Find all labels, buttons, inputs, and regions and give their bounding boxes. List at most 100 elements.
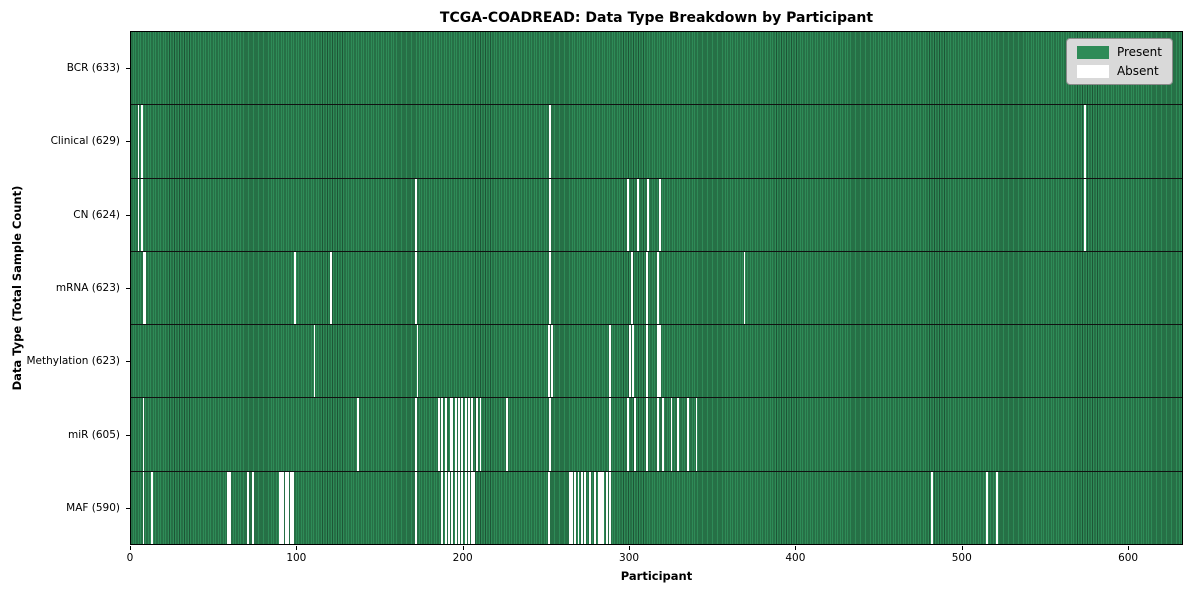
absent-stripe xyxy=(637,178,640,251)
chart-title: TCGA-COADREAD: Data Type Breakdown by Pa… xyxy=(439,10,874,26)
absent-stripe xyxy=(547,471,550,544)
absent-stripe xyxy=(547,325,550,398)
absent-stripe xyxy=(449,398,452,471)
heatmap-row-Methylation xyxy=(131,324,1182,398)
absent-stripe xyxy=(609,398,611,471)
absent-stripe xyxy=(645,325,648,398)
x-tick-mark xyxy=(629,546,631,550)
x-tick-mark xyxy=(795,546,797,550)
absent-stripe xyxy=(451,398,454,471)
absent-stripe xyxy=(142,251,145,325)
x-tick-label: 200 xyxy=(452,552,473,564)
absent-stripe xyxy=(549,105,552,178)
heatmap-plot: Present Absent xyxy=(130,31,1183,545)
absent-stripe xyxy=(471,398,474,471)
absent-stripe xyxy=(627,178,630,251)
absent-stripe xyxy=(140,178,143,251)
absent-stripe xyxy=(599,471,601,544)
legend-label-absent: Absent xyxy=(1116,64,1159,78)
x-tick-label: 600 xyxy=(1118,552,1139,564)
absent-stripe xyxy=(458,398,460,471)
absent-stripe xyxy=(444,471,447,544)
absent-stripe xyxy=(137,178,140,251)
x-tick-label: 300 xyxy=(619,552,640,564)
absent-stripe xyxy=(600,471,603,544)
absent-stripe xyxy=(677,398,680,471)
heatmap-row-mRNA xyxy=(131,250,1182,325)
absent-stripe xyxy=(278,471,281,544)
absent-stripe xyxy=(356,398,359,471)
y-tick-label-CN: CN (624) xyxy=(73,208,120,221)
absent-stripe xyxy=(570,471,573,544)
absent-stripe xyxy=(228,471,231,544)
absent-stripe xyxy=(290,471,293,544)
absent-stripe xyxy=(1084,105,1086,178)
absent-stripe xyxy=(584,471,587,544)
x-tick-label: 0 xyxy=(126,552,134,564)
absent-stripe xyxy=(479,398,482,471)
absent-stripe xyxy=(313,325,316,398)
absent-stripe xyxy=(468,398,470,471)
absent-stripe xyxy=(416,325,419,398)
absent-stripe xyxy=(589,471,592,544)
absent-stripe xyxy=(634,398,636,471)
absent-stripe xyxy=(657,251,660,325)
heatmap-row-Clinical xyxy=(131,104,1182,178)
absent-stripe xyxy=(292,471,294,544)
absent-stripe xyxy=(330,251,333,325)
y-tick-mark xyxy=(126,508,130,510)
absent-stripe xyxy=(414,251,417,325)
legend-item-absent: Absent xyxy=(1076,64,1162,78)
absent-stripe xyxy=(441,398,444,471)
y-tick-mark xyxy=(126,141,130,143)
absent-stripe xyxy=(293,251,296,325)
y-tick-label-BCR: BCR (633) xyxy=(66,61,120,74)
absent-stripe xyxy=(569,471,572,544)
absent-stripe xyxy=(580,471,583,544)
absent-stripe xyxy=(931,471,934,544)
absent-stripe xyxy=(658,178,661,251)
absent-stripe xyxy=(468,471,470,544)
absent-stripe xyxy=(247,471,250,544)
absent-stripe xyxy=(282,471,284,544)
y-tick-mark xyxy=(126,361,130,363)
absent-stripe xyxy=(280,471,283,544)
absent-stripe xyxy=(252,471,254,544)
absent-stripe xyxy=(549,398,552,471)
absent-stripe xyxy=(150,471,153,544)
absent-stripe xyxy=(657,398,660,471)
absent-stripe xyxy=(630,251,633,325)
absent-stripe xyxy=(414,178,417,251)
x-tick-label: 500 xyxy=(951,552,972,564)
x-tick-mark xyxy=(462,546,464,550)
absent-stripe xyxy=(986,471,988,544)
absent-stripe xyxy=(476,398,479,471)
x-tick-mark xyxy=(1128,546,1130,550)
x-tick-label: 100 xyxy=(286,552,307,564)
absent-stripe xyxy=(743,251,746,325)
absent-stripe xyxy=(285,471,288,544)
absent-stripe xyxy=(695,398,698,471)
heatmap-row-miR xyxy=(131,397,1182,471)
absent-stripe xyxy=(657,325,660,398)
absent-stripe xyxy=(444,398,447,471)
absent-stripe xyxy=(454,398,457,471)
x-axis-ticks: 0 100 200 300 400 500 600 xyxy=(126,545,1183,567)
legend-label-present: Present xyxy=(1116,45,1162,59)
absent-stripe xyxy=(577,471,580,544)
absent-stripe xyxy=(647,178,650,251)
absent-stripe xyxy=(140,105,143,178)
y-tick-label-mRNA: mRNA (623) xyxy=(55,282,120,294)
absent-stripe xyxy=(144,251,147,325)
absent-stripe xyxy=(609,471,611,544)
y-tick-label-MAF: MAF (590) xyxy=(66,502,120,515)
absent-stripe xyxy=(645,251,648,325)
legend: Present Absent xyxy=(1065,38,1173,85)
absent-stripe xyxy=(227,471,230,544)
absent-stripe xyxy=(594,471,597,544)
y-tick-mark xyxy=(126,214,130,216)
legend-swatch-absent-icon xyxy=(1076,64,1109,78)
legend-swatch-present-icon xyxy=(1076,45,1109,59)
absent-stripe xyxy=(441,471,444,544)
